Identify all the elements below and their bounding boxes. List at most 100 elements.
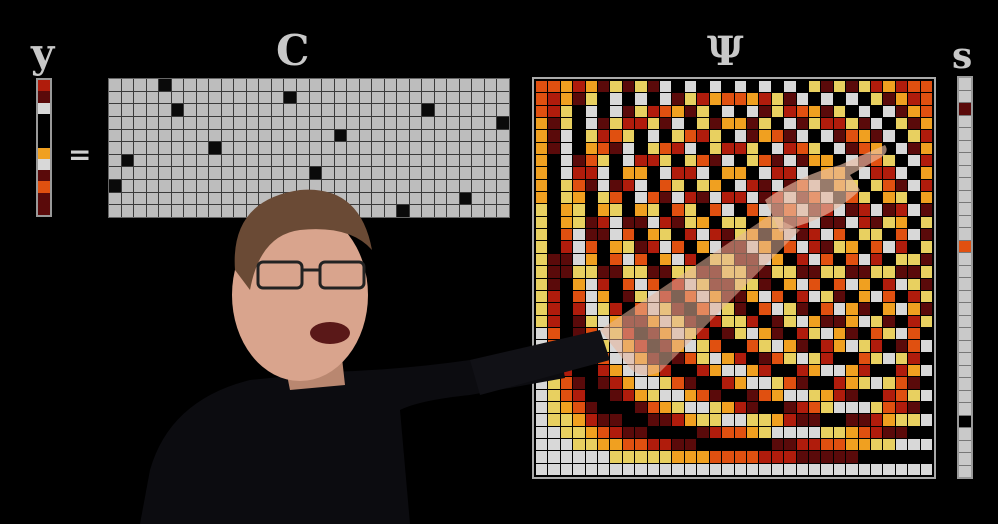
psi-matrix-cell [548, 229, 560, 241]
psi-matrix-cell [796, 290, 808, 303]
c-matrix-cell [347, 167, 359, 180]
psi-matrix-cell [784, 414, 796, 426]
psi-matrix-cell [734, 204, 746, 216]
c-matrix-cell [447, 154, 459, 167]
c-matrix-cell [384, 79, 397, 91]
c-matrix-cell [184, 167, 196, 180]
c-matrix-cell [184, 142, 196, 154]
c-matrix-cell [259, 79, 271, 91]
c-matrix-cell [259, 205, 271, 217]
psi-matrix-cell [808, 155, 821, 167]
psi-matrix-cell [684, 179, 697, 192]
psi-matrix-cell [560, 81, 573, 93]
c-matrix-cell [459, 180, 472, 192]
psi-matrix-cell [573, 266, 585, 278]
c-matrix-cell [221, 192, 234, 205]
c-matrix-cell [472, 205, 484, 217]
psi-matrix-cell [746, 93, 759, 105]
psi-matrix-cell [759, 241, 771, 253]
c-matrix-cell [334, 116, 347, 129]
s-vector-cell [959, 128, 971, 140]
psi-matrix-cell [908, 315, 920, 327]
psi-matrix-cell [573, 401, 585, 414]
c-matrix-cell [246, 142, 259, 154]
psi-matrix-cell [883, 389, 895, 401]
psi-matrix-cell [548, 278, 560, 290]
c-matrix-cell [184, 79, 196, 91]
psi-matrix-cell [821, 303, 833, 315]
psi-matrix-cell [846, 377, 858, 389]
psi-matrix-cell [796, 278, 808, 290]
psi-matrix-cell [821, 81, 833, 93]
c-matrix-cell [109, 192, 121, 205]
psi-matrix-cell [548, 377, 560, 389]
psi-matrix-cell [808, 303, 821, 315]
psi-matrix-cell [560, 253, 573, 266]
c-matrix-cell [259, 91, 271, 104]
c-label: C [276, 26, 310, 75]
psi-matrix-cell [846, 179, 858, 192]
c-matrix-cell [121, 205, 134, 217]
psi-matrix-cell [771, 167, 784, 179]
psi-matrix-cell [734, 327, 746, 340]
c-matrix-cell [196, 205, 209, 217]
psi-matrix-cell [635, 340, 647, 352]
psi-matrix-cell [709, 216, 722, 229]
psi-matrix-cell [895, 377, 908, 389]
y-vector [36, 78, 52, 217]
c-matrix-cell [384, 167, 397, 180]
c-matrix-cell [422, 91, 434, 104]
psi-matrix-cell [573, 241, 585, 253]
psi-matrix-cell [771, 451, 784, 463]
c-matrix-cell [372, 142, 384, 154]
psi-matrix-cell [585, 340, 598, 352]
psi-matrix-cell [709, 130, 722, 142]
c-matrix-cell [347, 129, 359, 142]
c-matrix-cell [347, 180, 359, 192]
psi-matrix-cell [585, 352, 598, 364]
psi-matrix-cell [771, 364, 784, 377]
c-matrix-cell [184, 205, 196, 217]
psi-matrix-cell [598, 130, 610, 142]
c-matrix-cell [159, 167, 171, 180]
psi-matrix-cell [660, 130, 672, 142]
c-matrix-cell [309, 142, 322, 154]
psi-matrix-cell [598, 118, 610, 130]
psi-matrix-cell [833, 303, 846, 315]
c-matrix-cell [409, 129, 422, 142]
psi-matrix-cell [684, 278, 697, 290]
c-matrix-cell [234, 180, 246, 192]
c-matrix-cell [384, 205, 397, 217]
psi-matrix-cell [833, 241, 846, 253]
psi-matrix-cell [573, 377, 585, 389]
psi-matrix-cell [610, 142, 622, 155]
psi-matrix-cell [870, 401, 883, 414]
psi-matrix-cell [846, 463, 858, 475]
psi-matrix-cell [697, 438, 709, 451]
psi-matrix-cell [870, 414, 883, 426]
psi-matrix-cell [560, 142, 573, 155]
psi-matrix-cell [833, 327, 846, 340]
psi-matrix-cell [585, 142, 598, 155]
psi-matrix-cell [895, 278, 908, 290]
psi-matrix-cell [920, 167, 932, 179]
c-matrix [108, 78, 510, 218]
psi-matrix-cell [895, 192, 908, 204]
psi-matrix-cell [573, 81, 585, 93]
c-matrix-cell [134, 116, 146, 129]
psi-matrix-cell [870, 340, 883, 352]
psi-matrix-cell [635, 389, 647, 401]
psi-matrix-cell [808, 377, 821, 389]
psi-matrix-cell [622, 241, 635, 253]
psi-matrix-cell [883, 105, 895, 118]
psi-matrix-cell [598, 93, 610, 105]
psi-matrix-cell [796, 229, 808, 241]
c-matrix-cell [372, 167, 384, 180]
psi-matrix-cell [759, 81, 771, 93]
psi-matrix-cell [883, 278, 895, 290]
psi-matrix-cell [622, 155, 635, 167]
c-matrix-cell [359, 192, 372, 205]
psi-matrix-cell [672, 241, 684, 253]
psi-matrix-cell [684, 142, 697, 155]
psi-matrix-cell [808, 93, 821, 105]
